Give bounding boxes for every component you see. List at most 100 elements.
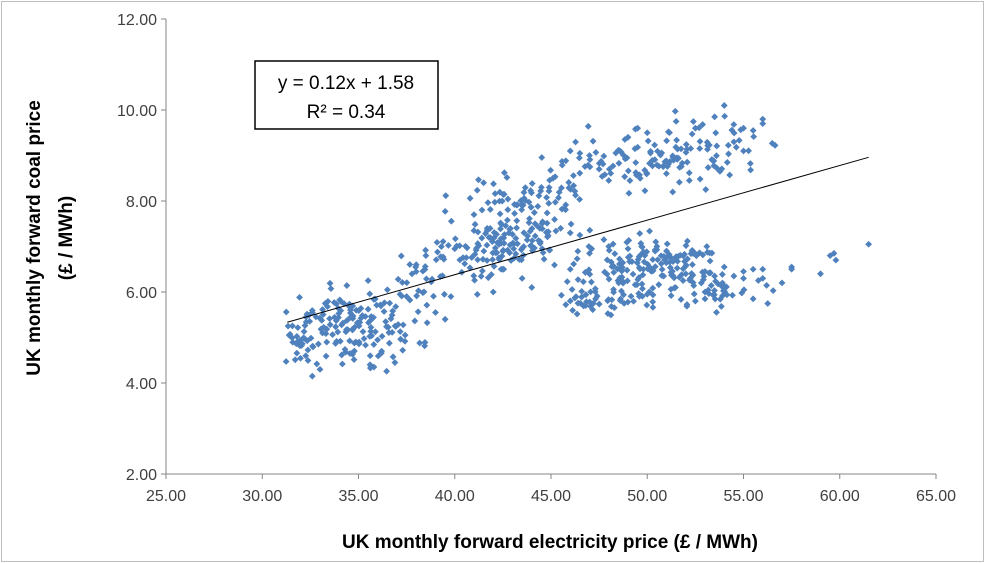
data-point (696, 138, 704, 145)
data-point (677, 296, 685, 303)
data-point (490, 262, 498, 270)
data-point (397, 252, 405, 260)
data-point (566, 297, 574, 305)
data-point (474, 240, 482, 247)
data-point (673, 264, 681, 272)
data-point (525, 219, 533, 227)
data-point (565, 184, 573, 192)
data-point (558, 184, 565, 192)
equation-box: y = 0.12x + 1.58 R² = 0.34 (254, 60, 439, 130)
y-tick-label: 10.00 (117, 103, 157, 120)
data-point (296, 293, 303, 301)
data-point (492, 249, 499, 257)
data-point (711, 272, 719, 280)
data-point (579, 278, 587, 286)
data-point (593, 292, 601, 300)
data-point (504, 246, 511, 254)
data-point (423, 319, 431, 327)
data-point (343, 317, 351, 324)
y-tick-label: 4.00 (126, 376, 157, 393)
data-point (555, 194, 562, 202)
data-point (686, 276, 693, 284)
data-point (377, 302, 385, 310)
data-point (336, 337, 344, 345)
data-point (604, 310, 612, 317)
data-point (702, 186, 710, 193)
data-point (570, 260, 578, 268)
data-point (672, 254, 680, 262)
data-point (478, 206, 486, 214)
data-point (667, 253, 675, 261)
data-point (545, 184, 553, 191)
data-point (341, 345, 349, 353)
data-point (570, 182, 577, 190)
data-point (643, 169, 651, 177)
data-point (332, 340, 339, 347)
data-point (666, 258, 674, 266)
data-point (635, 293, 643, 300)
data-point (284, 322, 292, 330)
data-point (416, 339, 424, 347)
data-point (625, 189, 633, 197)
x-tick-label: 30.00 (242, 488, 282, 505)
data-point (370, 341, 378, 348)
data-point (675, 178, 683, 186)
data-point (518, 206, 526, 214)
data-point (605, 275, 613, 283)
data-point (511, 210, 518, 217)
data-point (663, 247, 670, 255)
data-point (669, 188, 677, 196)
data-point (293, 349, 301, 357)
data-point (865, 240, 873, 248)
data-point (423, 301, 431, 309)
data-point (724, 141, 732, 149)
data-point (439, 253, 447, 261)
data-point (512, 234, 520, 242)
data-point (643, 129, 651, 137)
data-point (610, 269, 618, 276)
data-point (347, 306, 354, 314)
data-point (496, 210, 504, 218)
data-point (710, 162, 718, 170)
data-point (626, 177, 634, 185)
data-point (309, 309, 316, 317)
data-point (383, 323, 390, 331)
data-point (688, 261, 696, 268)
data-point (422, 246, 430, 254)
data-point (570, 172, 577, 180)
data-point (398, 279, 406, 286)
data-point (373, 301, 381, 309)
data-point (506, 225, 514, 233)
data-point (349, 312, 357, 320)
data-point (788, 263, 796, 271)
data-point (671, 107, 679, 115)
data-point (630, 297, 637, 305)
data-point (403, 293, 411, 300)
data-point (639, 271, 647, 279)
y-tick-label: 6.00 (126, 285, 157, 302)
data-point (691, 124, 699, 132)
data-point (661, 256, 668, 264)
data-point (413, 292, 421, 300)
data-point (723, 158, 731, 166)
data-point (549, 174, 557, 182)
data-point (540, 255, 548, 263)
data-point (557, 224, 565, 232)
data-point (378, 347, 385, 355)
data-point (595, 165, 603, 173)
data-point (747, 166, 755, 174)
data-point (558, 291, 565, 299)
data-point (510, 245, 518, 253)
data-point (399, 321, 407, 329)
data-point (517, 246, 525, 254)
data-point (357, 314, 365, 322)
data-point (598, 172, 606, 180)
data-point (364, 277, 372, 285)
data-point (677, 145, 685, 153)
data-point (561, 205, 568, 212)
data-point (366, 290, 374, 298)
data-point (696, 175, 704, 183)
data-point (710, 291, 718, 299)
data-point (497, 235, 505, 243)
